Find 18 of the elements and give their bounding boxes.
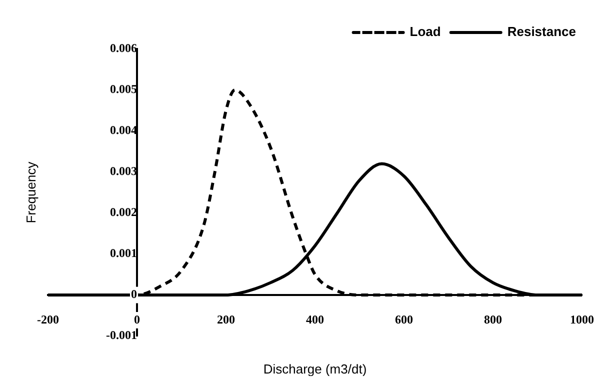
x-axis-title: Discharge (m3/dt) [263, 362, 367, 377]
y-tick-label: 0.001 [110, 246, 137, 260]
y-tick-label: 0.006 [110, 41, 137, 56]
y-tick-label: -0.001 [106, 328, 137, 342]
x-tick-label: -200 [37, 312, 59, 326]
x-tick-label: 800 [484, 312, 502, 326]
x-tick-label: 600 [395, 312, 413, 326]
y-axis-title: Frequency [24, 161, 39, 224]
y-tick-label: 0.002 [110, 205, 137, 220]
x-tick-label: 400 [306, 312, 324, 326]
legend-label: Resistance [507, 24, 576, 40]
y-tick-label: 0.004 [110, 123, 137, 138]
y-tick-label: 0.003 [110, 164, 137, 178]
x-tick-label: 200 [217, 312, 235, 326]
y-tick-label: 0 [131, 287, 137, 302]
x-tick-label: 1000 [570, 312, 594, 326]
y-tick-label: 0.005 [110, 82, 137, 96]
legend-label: Load [410, 24, 441, 40]
